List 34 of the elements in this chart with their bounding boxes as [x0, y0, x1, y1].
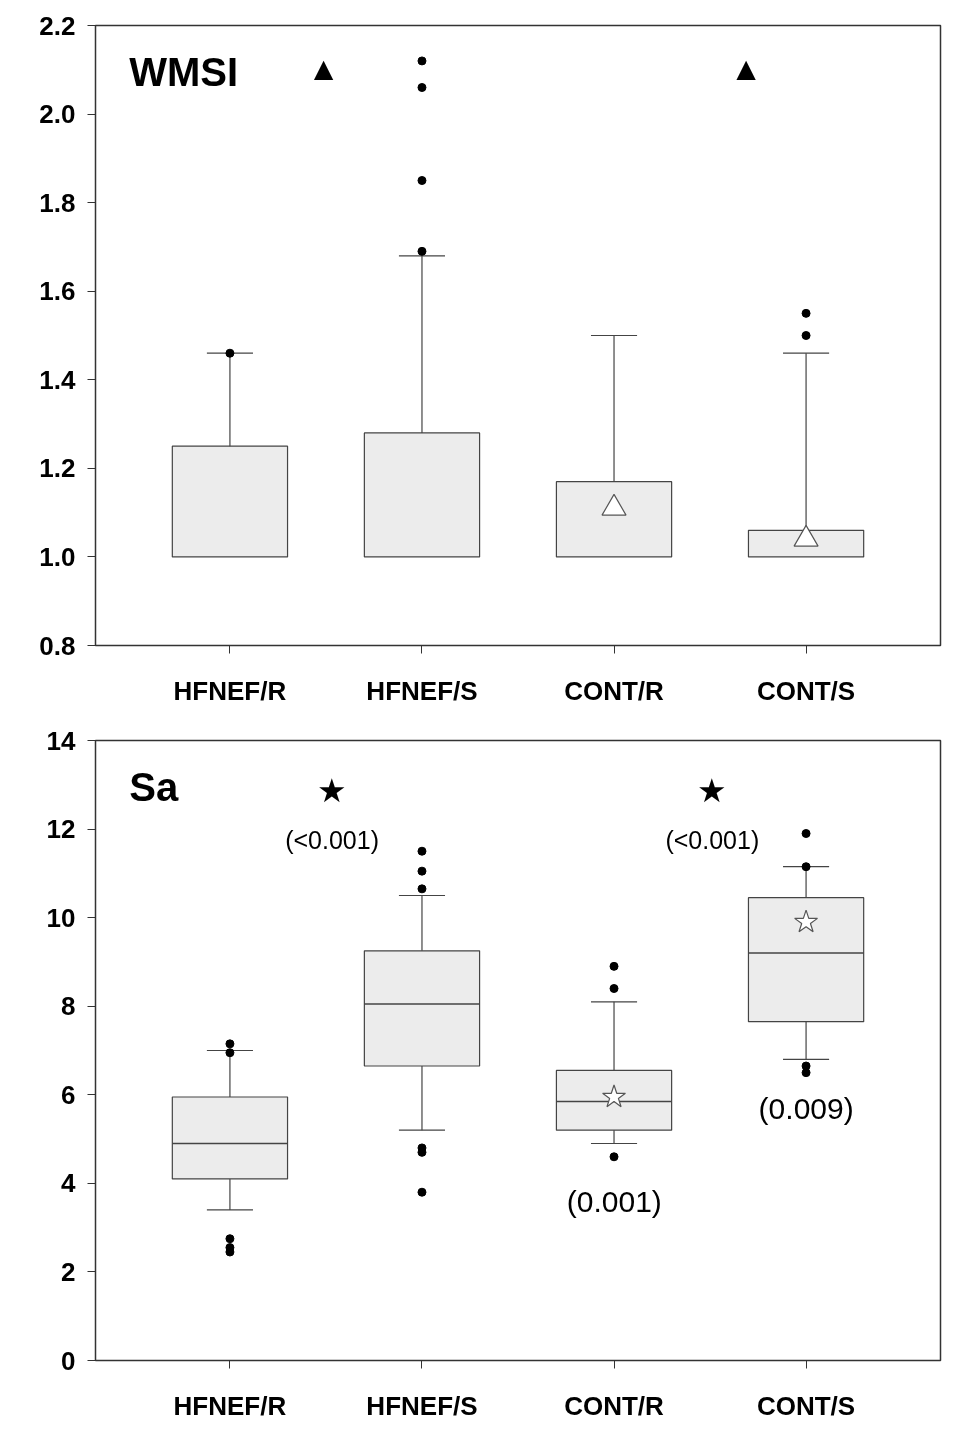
y-tick-label: 14: [46, 725, 77, 756]
annotation: ▲: [307, 50, 340, 88]
annotation: (0.001): [566, 1184, 662, 1218]
x-tick-label: HFNEF/S: [366, 675, 478, 706]
x-tick-label: HFNEF/R: [173, 675, 287, 706]
y-tick-label: 2: [61, 1256, 76, 1287]
annotation: ★: [317, 771, 348, 809]
y-tick-label: 0: [61, 1345, 76, 1376]
y-tick-label: 1.4: [39, 364, 77, 395]
y-tick-label: 1.6: [39, 276, 76, 307]
text: WMSI: [129, 50, 239, 95]
x-tick-label: CONT/S: [756, 675, 856, 706]
y-tick-label: 0.8: [39, 630, 76, 661]
annotation: ★: [697, 771, 728, 809]
y-tick-label: 1.0: [39, 541, 76, 572]
x-tick-label: CONT/S: [756, 1390, 856, 1421]
annotation: ▲: [729, 50, 763, 88]
annotation: (<0.001): [665, 825, 760, 854]
y-tick-label: 4: [61, 1168, 77, 1199]
annotation: (<0.001): [285, 825, 380, 854]
y-tick-label: 10: [46, 902, 76, 933]
y-tick-label: 2.0: [39, 99, 76, 130]
y-tick-label: 6: [61, 1079, 76, 1110]
text: Sa: [129, 765, 179, 810]
x-tick-label: CONT/R: [564, 1390, 665, 1421]
x-tick-label: CONT/R: [564, 675, 665, 706]
y-tick-label: 2.2: [39, 10, 76, 41]
x-tick-label: HFNEF/R: [173, 1390, 287, 1421]
annotation: (0.009): [758, 1091, 854, 1125]
y-tick-label: 1.2: [39, 453, 76, 484]
x-tick-label: HFNEF/S: [366, 1390, 478, 1421]
y-tick-label: 8: [61, 991, 76, 1022]
y-tick-label: 12: [46, 814, 76, 845]
y-tick-label: 1.8: [39, 187, 76, 218]
